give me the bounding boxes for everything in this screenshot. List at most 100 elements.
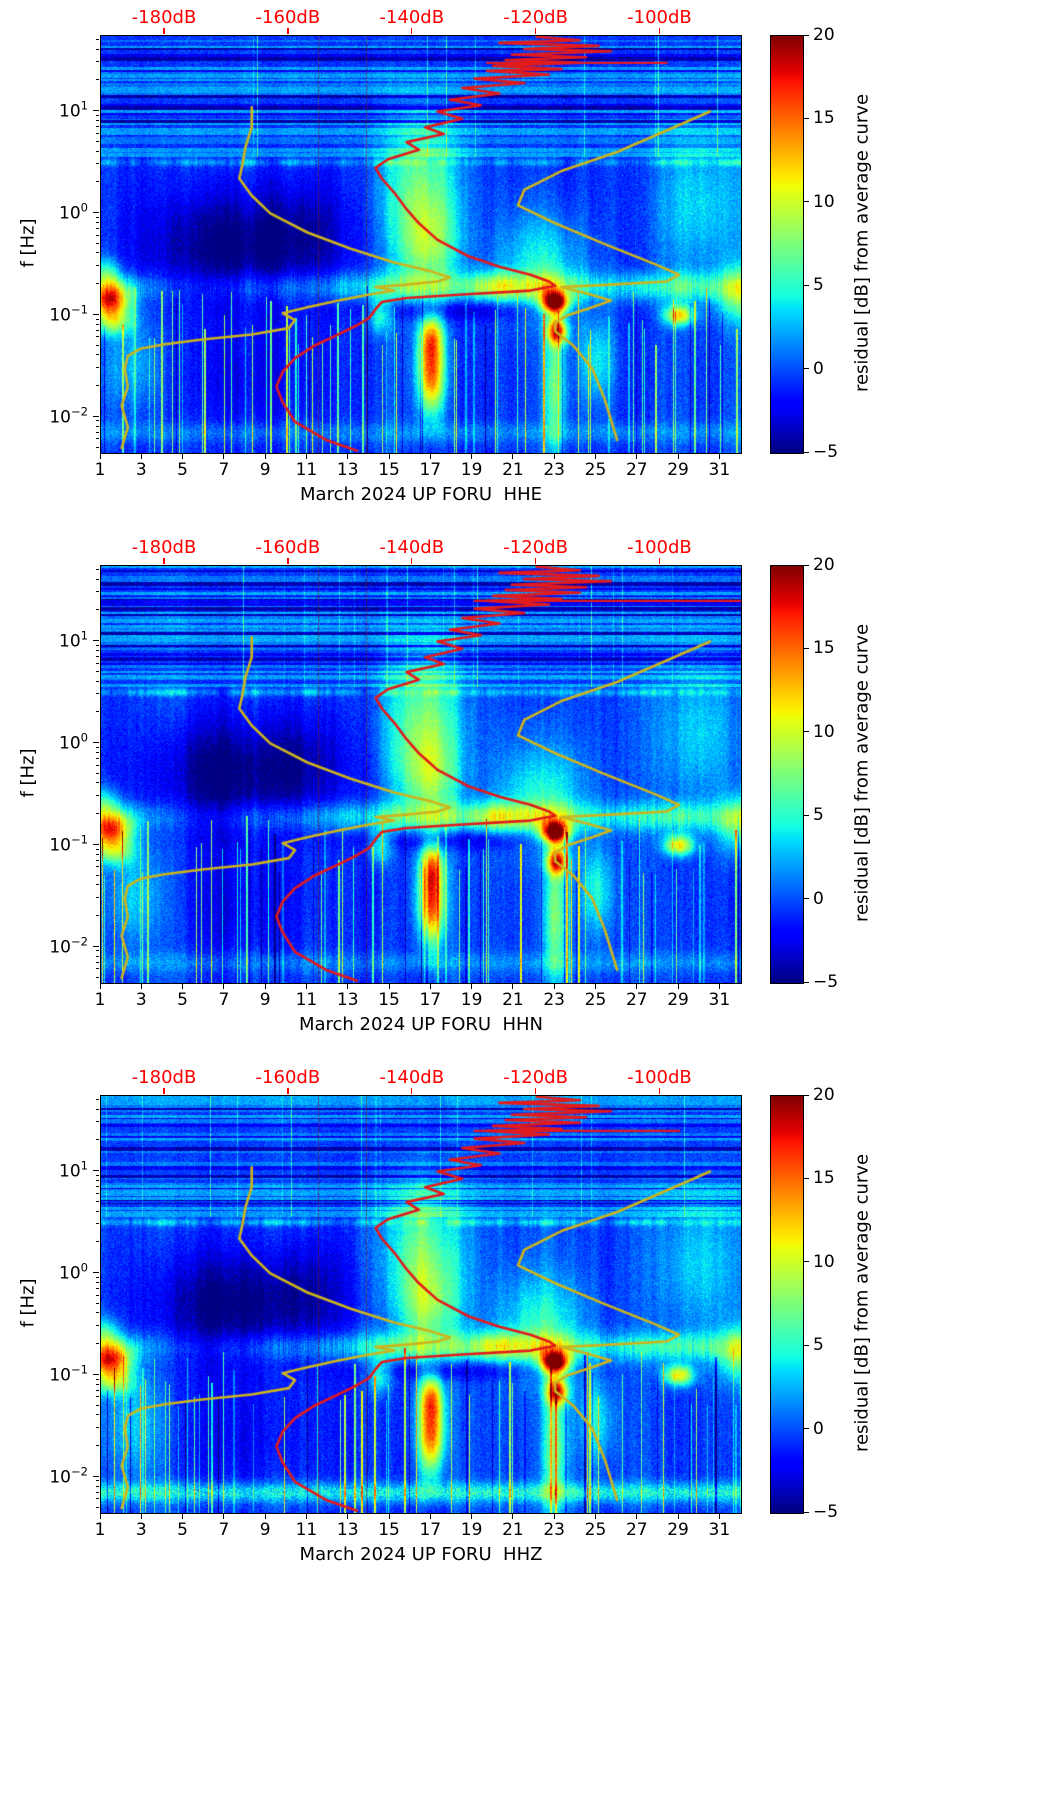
y-minor-tick-mark <box>95 859 99 861</box>
y-minor-tick-mark <box>95 1312 99 1314</box>
x-tick-label: 31 <box>708 990 731 1010</box>
x-tick-label: 23 <box>543 990 566 1010</box>
top-axis-tick-label: -100dB <box>627 1067 692 1088</box>
top-axis-tick-mark <box>287 28 289 34</box>
top-axis-tick-mark <box>658 1088 661 1094</box>
x-tick-label: 17 <box>419 1520 442 1540</box>
y-minor-tick-mark <box>95 1281 99 1283</box>
x-tick-label: 11 <box>295 1520 318 1540</box>
colorbar-tick-label: 20 <box>813 555 835 575</box>
y-minor-tick-mark <box>95 48 99 50</box>
colorbar-tick-label: −5 <box>813 972 839 992</box>
spectrogram-panel-hhe: f [Hz] March 2024 UP FORU HHE residual [… <box>0 0 1052 530</box>
x-tick-label: 15 <box>378 1520 400 1540</box>
x-tick-label: 13 <box>336 460 359 480</box>
y-minor-tick-mark <box>95 1325 99 1327</box>
y-minor-tick-mark <box>95 751 99 753</box>
y-minor-tick-mark <box>95 61 99 63</box>
y-minor-tick-mark <box>95 1383 99 1385</box>
y-minor-tick-mark <box>95 385 99 387</box>
colorbar <box>770 35 804 454</box>
colorbar-tick-label: 5 <box>813 275 824 296</box>
y-minor-tick-mark <box>95 265 99 267</box>
y-minor-tick-mark <box>95 38 99 40</box>
top-axis-tick-label: -140dB <box>379 7 445 28</box>
y-minor-tick-mark <box>95 662 99 664</box>
y-minor-tick-mark <box>95 446 99 448</box>
colorbar <box>770 565 804 984</box>
y-minor-tick-mark <box>95 227 99 229</box>
y-minor-tick-mark <box>95 1343 99 1345</box>
y-minor-tick-mark <box>95 242 99 244</box>
top-axis-tick-mark <box>410 1088 413 1094</box>
colorbar-tick-label: 5 <box>813 805 824 826</box>
y-minor-tick-mark <box>95 216 99 218</box>
x-tick-label: 11 <box>295 990 318 1010</box>
x-tick-label: 9 <box>259 990 271 1010</box>
x-tick-label: 19 <box>460 1520 483 1540</box>
y-tick-label: 10−1 <box>49 833 88 856</box>
y-minor-tick-mark <box>95 1498 99 1500</box>
y-minor-tick-mark <box>95 119 99 121</box>
x-tick-label: 1 <box>94 1520 106 1540</box>
y-minor-tick-mark <box>95 1174 99 1176</box>
y-minor-tick-mark <box>95 1414 99 1416</box>
spectrogram-panel-hhz: f [Hz] March 2024 UP FORU HHZ residual [… <box>0 1060 1052 1590</box>
y-minor-tick-mark <box>95 234 99 236</box>
y-minor-tick-mark <box>95 655 99 657</box>
top-axis-tick-label: -120dB <box>503 1067 568 1088</box>
x-tick-label: 27 <box>625 990 648 1010</box>
y-minor-tick-mark <box>95 431 99 433</box>
y-minor-tick-mark <box>95 591 99 593</box>
x-tick-label: 7 <box>218 460 230 480</box>
y-minor-tick-mark <box>95 746 99 748</box>
y-tick-label: 10−2 <box>49 934 88 958</box>
x-tick-label: 29 <box>667 990 689 1010</box>
top-axis-tick-label: -100dB <box>627 7 692 28</box>
y-minor-tick-mark <box>95 1378 99 1380</box>
x-tick-label: 15 <box>378 460 400 480</box>
y-axis-label: f [Hz] <box>17 748 39 798</box>
colorbar-tick-label: 20 <box>813 1085 835 1105</box>
x-tick-label: 3 <box>135 460 147 480</box>
y-tick-mark <box>93 741 99 743</box>
y-minor-tick-mark <box>95 757 99 759</box>
top-axis-tick-mark <box>658 28 661 34</box>
y-tick-label: 10−1 <box>49 303 88 326</box>
y-tick-mark <box>93 1373 99 1375</box>
y-minor-tick-mark <box>95 976 99 978</box>
y-axis-label: f [Hz] <box>17 218 39 268</box>
x-tick-label: 21 <box>502 1520 524 1540</box>
y-minor-tick-mark <box>95 1445 99 1447</box>
y-tick-mark <box>93 639 99 641</box>
y-tick-mark <box>93 211 99 213</box>
colorbar-tick-label: −5 <box>813 442 839 462</box>
x-tick-label: 19 <box>460 460 483 480</box>
y-minor-tick-mark <box>95 1185 99 1187</box>
x-axis-label: March 2024 UP FORU HHE <box>300 484 542 505</box>
y-minor-tick-mark <box>95 125 99 127</box>
top-axis-tick-mark <box>163 28 165 34</box>
y-tick-mark <box>93 109 99 111</box>
top-axis-tick-mark <box>287 1088 289 1094</box>
y-minor-tick-mark <box>95 1389 99 1391</box>
y-minor-tick-mark <box>95 1108 99 1110</box>
x-tick-label: 17 <box>419 460 442 480</box>
x-tick-label: 23 <box>543 1520 566 1540</box>
x-tick-label: 23 <box>543 460 566 480</box>
colorbar-tick-label: 0 <box>813 1418 824 1439</box>
y-tick-label: 100 <box>59 201 88 224</box>
x-axis-label: March 2024 UP FORU HHZ <box>299 1544 543 1565</box>
y-minor-tick-mark <box>95 1139 99 1141</box>
x-tick-label: 27 <box>625 460 648 480</box>
x-tick-label: 29 <box>667 460 689 480</box>
colorbar-label: residual [dB] from average curve <box>851 623 873 923</box>
top-axis-tick-mark <box>534 1088 537 1094</box>
y-minor-tick-mark <box>95 915 99 917</box>
spectrogram-canvas <box>100 1095 742 1514</box>
top-axis-tick-mark <box>534 28 537 34</box>
spectrogram-canvas <box>100 35 742 454</box>
x-tick-label: 5 <box>177 460 188 480</box>
y-minor-tick-mark <box>95 1294 99 1296</box>
colorbar-tick-label: 10 <box>813 1251 835 1272</box>
